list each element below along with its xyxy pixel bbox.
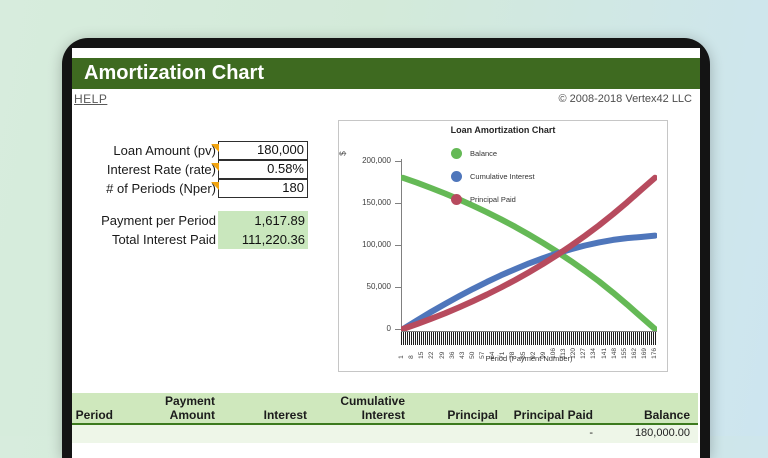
x-axis-tickmarks [401, 332, 657, 345]
col-header-principal-paid: Principal Paid [513, 408, 593, 422]
chart-plot-svg [401, 174, 657, 331]
title-bar: Amortization Chart [72, 58, 700, 89]
balance-cell: 180,000.00 [634, 427, 690, 439]
copyright-text: © 2008-2018 Vertex42 LLC [558, 93, 692, 105]
col-header-payment-amount: Payment Amount [164, 394, 215, 422]
help-link[interactable]: HELP [74, 92, 108, 106]
device-frame: Amortization Chart HELP © 2008-2018 Vert… [62, 38, 710, 458]
interest-rate-field[interactable]: 0.58% [218, 160, 308, 179]
balance-series-dot-icon [451, 147, 462, 159]
page-title: Amortization Chart [84, 62, 264, 84]
comment-marker-icon [211, 144, 219, 152]
loan-amortization-chart: Loan Amortization Chart $ 0 50,000 100,000… [338, 120, 668, 372]
loan-input-form: Loan Amount (pv) 180,000 Interest Rate (… [88, 141, 310, 249]
app-window: Amortization Chart HELP © 2008-2018 Vert… [72, 48, 700, 458]
loan-amount-row: Loan Amount (pv) 180,000 [88, 141, 310, 160]
legend-item-balance: Balance [451, 147, 535, 159]
comment-marker-icon [211, 182, 219, 190]
legend-item-principal-paid: Principal Paid [451, 193, 535, 205]
principal-paid-series-dot-icon [451, 193, 462, 205]
meta-row: HELP © 2008-2018 Vertex42 LLC [74, 92, 692, 108]
comment-marker-icon [211, 163, 219, 171]
loan-amount-label: Loan Amount (pv) [88, 143, 219, 158]
chart-legend: Balance Cumulative Interest Principal Pa… [451, 147, 535, 216]
table-header-row: Period Payment Amount Interest Cumulative… [72, 393, 698, 425]
total-interest-label: Total Interest Paid [111, 232, 216, 247]
y-axis-line [401, 159, 402, 331]
loan-amount-field[interactable]: 180,000 [218, 141, 308, 160]
col-header-balance: Balance [643, 408, 690, 422]
total-interest-value: 111,220.36 [218, 230, 308, 249]
col-header-cumulative-interest: Cumulative Interest [340, 394, 405, 422]
cumulative-interest-series-dot-icon [451, 170, 462, 182]
interest-rate-label: Interest Rate (rate) [88, 162, 219, 177]
x-axis-line [401, 331, 657, 332]
chart-title: Loan Amortization Chart [450, 125, 556, 135]
num-periods-field[interactable]: 180 [218, 179, 308, 198]
num-periods-label: # of Periods (Nper) [88, 181, 219, 196]
x-axis-title: Period (Payment Number) [485, 354, 573, 363]
legend-item-cumulative-interest: Cumulative Interest [451, 170, 535, 182]
payment-per-period-row: Payment per Period 1,617.89 [88, 211, 310, 230]
total-interest-row: Total Interest Paid 111,220.36 [88, 230, 310, 249]
payment-per-period-label: Payment per Period [101, 213, 216, 228]
col-header-interest: Interest [263, 408, 307, 422]
col-header-principal: Principal [447, 408, 498, 422]
col-header-period: Period [75, 408, 113, 422]
num-periods-row: # of Periods (Nper) 180 [88, 179, 310, 198]
interest-rate-row: Interest Rate (rate) 0.58% [88, 160, 310, 179]
table-row: - 180,000.00 [72, 425, 698, 443]
payment-per-period-value: 1,617.89 [218, 211, 308, 230]
